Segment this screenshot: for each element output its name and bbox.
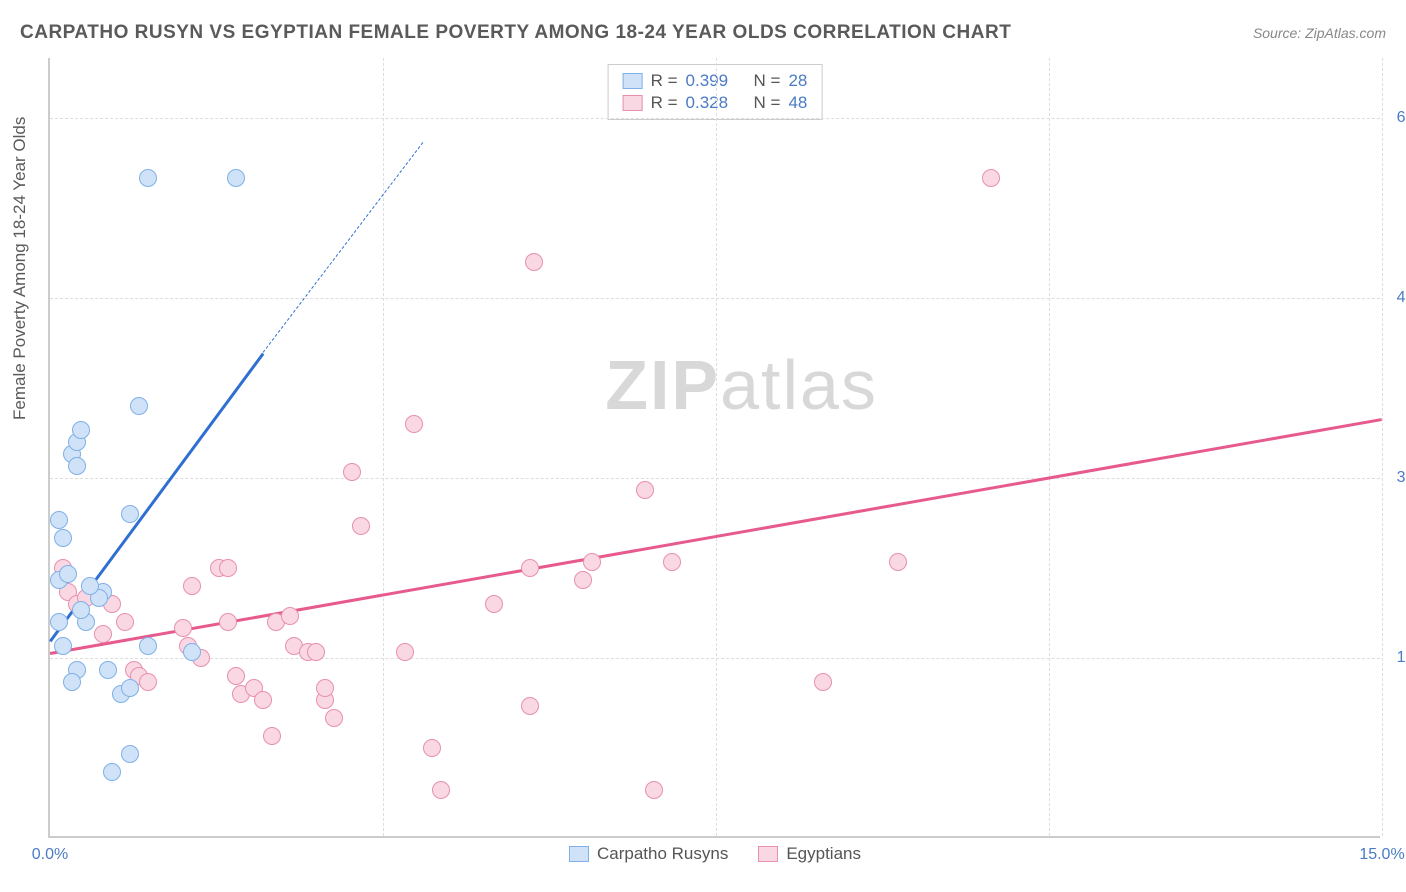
title-bar: CARPATHO RUSYN VS EGYPTIAN FEMALE POVERT… xyxy=(20,22,1386,44)
swatch-icon xyxy=(623,95,643,111)
gridline-v xyxy=(716,58,717,836)
gridline-h xyxy=(50,658,1380,659)
legend-label: Carpatho Rusyns xyxy=(597,844,728,864)
data-point xyxy=(130,397,148,415)
r-label: R = xyxy=(651,71,678,91)
data-point xyxy=(307,643,325,661)
data-point xyxy=(219,613,237,631)
data-point xyxy=(254,691,272,709)
gridline-h xyxy=(50,298,1380,299)
legend-item: Egyptians xyxy=(758,844,861,864)
chart-container: CARPATHO RUSYN VS EGYPTIAN FEMALE POVERT… xyxy=(0,0,1406,892)
data-point xyxy=(982,169,1000,187)
gridline-v xyxy=(1049,58,1050,836)
data-point xyxy=(521,697,539,715)
x-tick-label: 15.0% xyxy=(1359,846,1404,864)
gridline-h xyxy=(50,118,1380,119)
data-point xyxy=(423,739,441,757)
data-point xyxy=(103,763,121,781)
stats-legend: R = 0.399 N = 28 R = 0.328 N = 48 xyxy=(608,64,823,120)
data-point xyxy=(50,511,68,529)
y-tick-label: 60.0% xyxy=(1397,109,1406,127)
data-point xyxy=(219,559,237,577)
swatch-icon xyxy=(623,73,643,89)
data-point xyxy=(227,667,245,685)
data-point xyxy=(281,607,299,625)
data-point xyxy=(116,613,134,631)
data-point xyxy=(183,643,201,661)
data-point xyxy=(139,169,157,187)
data-point xyxy=(525,253,543,271)
r-value: 0.328 xyxy=(686,93,729,113)
watermark: ZIPatlas xyxy=(605,345,878,425)
n-value: 48 xyxy=(788,93,807,113)
y-axis-label: Female Poverty Among 18-24 Year Olds xyxy=(10,117,30,420)
data-point xyxy=(174,619,192,637)
legend-label: Egyptians xyxy=(786,844,861,864)
data-point xyxy=(343,463,361,481)
y-tick-label: 45.0% xyxy=(1397,289,1406,307)
data-point xyxy=(81,577,99,595)
gridline-v xyxy=(1382,58,1383,836)
stats-row: R = 0.328 N = 48 xyxy=(623,93,808,113)
data-point xyxy=(139,673,157,691)
r-value: 0.399 xyxy=(686,71,729,91)
data-point xyxy=(325,709,343,727)
data-point xyxy=(645,781,663,799)
data-point xyxy=(54,529,72,547)
n-label: N = xyxy=(754,93,781,113)
series-legend: Carpatho Rusyns Egyptians xyxy=(569,844,861,864)
swatch-icon xyxy=(569,846,589,862)
r-label: R = xyxy=(651,93,678,113)
watermark-light: atlas xyxy=(720,346,878,424)
data-point xyxy=(183,577,201,595)
data-point xyxy=(663,553,681,571)
data-point xyxy=(139,637,157,655)
data-point xyxy=(121,679,139,697)
n-label: N = xyxy=(754,71,781,91)
gridline-h xyxy=(50,478,1380,479)
watermark-bold: ZIP xyxy=(605,346,720,424)
data-point xyxy=(583,553,601,571)
swatch-icon xyxy=(758,846,778,862)
data-point xyxy=(889,553,907,571)
data-point xyxy=(814,673,832,691)
data-point xyxy=(121,745,139,763)
trend-line-dashed xyxy=(263,142,424,353)
source-label: Source: ZipAtlas.com xyxy=(1253,25,1386,41)
data-point xyxy=(574,571,592,589)
data-point xyxy=(59,565,77,583)
legend-item: Carpatho Rusyns xyxy=(569,844,728,864)
data-point xyxy=(352,517,370,535)
x-tick-label: 0.0% xyxy=(32,846,68,864)
chart-title: CARPATHO RUSYN VS EGYPTIAN FEMALE POVERT… xyxy=(20,22,1011,44)
stats-row: R = 0.399 N = 28 xyxy=(623,71,808,91)
data-point xyxy=(485,595,503,613)
y-tick-label: 30.0% xyxy=(1397,469,1406,487)
data-point xyxy=(636,481,654,499)
data-point xyxy=(94,625,112,643)
data-point xyxy=(521,559,539,577)
data-point xyxy=(63,673,81,691)
data-point xyxy=(405,415,423,433)
data-point xyxy=(121,505,139,523)
data-point xyxy=(99,661,117,679)
data-point xyxy=(396,643,414,661)
data-point xyxy=(316,679,334,697)
data-point xyxy=(72,421,90,439)
data-point xyxy=(227,169,245,187)
data-point xyxy=(432,781,450,799)
data-point xyxy=(68,457,86,475)
data-point xyxy=(72,601,90,619)
data-point xyxy=(263,727,281,745)
gridline-v xyxy=(383,58,384,836)
n-value: 28 xyxy=(788,71,807,91)
data-point xyxy=(54,637,72,655)
chart-area: ZIPatlas R = 0.399 N = 28 R = 0.328 N = … xyxy=(48,58,1380,838)
data-point xyxy=(50,613,68,631)
y-tick-label: 15.0% xyxy=(1397,649,1406,667)
